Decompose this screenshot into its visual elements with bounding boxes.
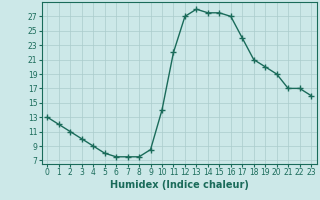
X-axis label: Humidex (Indice chaleur): Humidex (Indice chaleur) [110, 180, 249, 190]
